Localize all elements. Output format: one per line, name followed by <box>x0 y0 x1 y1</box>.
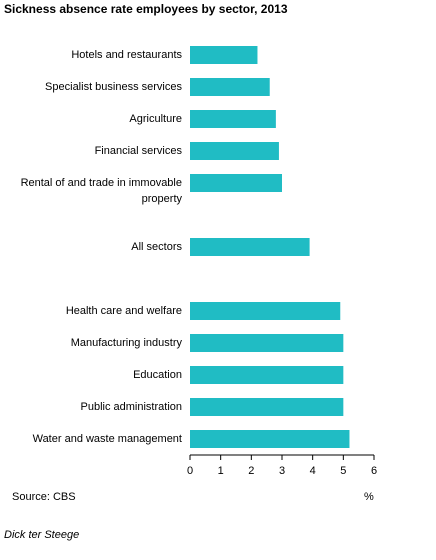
bar <box>190 334 344 352</box>
chart-title: Sickness absence rate employees by secto… <box>4 2 288 16</box>
y-tick-label: Agriculture <box>129 113 182 125</box>
bar <box>190 302 341 320</box>
y-tick-label: Specialist business services <box>45 81 182 93</box>
bar <box>190 430 350 448</box>
bar <box>190 398 344 416</box>
y-tick-label: Manufacturing industry <box>70 337 182 349</box>
y-tick-label: Water and waste management <box>32 433 182 445</box>
x-tick-label: 6 <box>371 465 377 477</box>
x-tick-label: 1 <box>218 465 224 477</box>
y-tick-label: Hotels and restaurants <box>71 49 182 61</box>
y-tick-label: Health care and welfare <box>65 305 182 317</box>
bar <box>190 110 276 128</box>
bar <box>190 238 310 256</box>
x-tick-label: 4 <box>310 465 316 477</box>
bar <box>190 142 279 160</box>
y-tick-label: Rental of and trade in immovable propert… <box>20 177 182 205</box>
y-tick-label: All sectors <box>131 241 182 253</box>
bar <box>190 78 270 96</box>
y-tick-label: Financial services <box>94 145 182 157</box>
x-tick-label: 2 <box>248 465 254 477</box>
bar <box>190 366 344 384</box>
bar <box>190 174 282 192</box>
author: Dick ter Steege <box>4 529 80 541</box>
x-axis-label: % <box>364 491 374 503</box>
x-tick-label: 3 <box>279 465 285 477</box>
bar <box>190 46 258 64</box>
source: Source: CBS <box>12 491 76 503</box>
x-tick-label: 5 <box>340 465 346 477</box>
x-tick-label: 0 <box>187 465 193 477</box>
y-tick-label: Education <box>133 369 182 381</box>
y-tick-label: Public administration <box>80 401 183 413</box>
